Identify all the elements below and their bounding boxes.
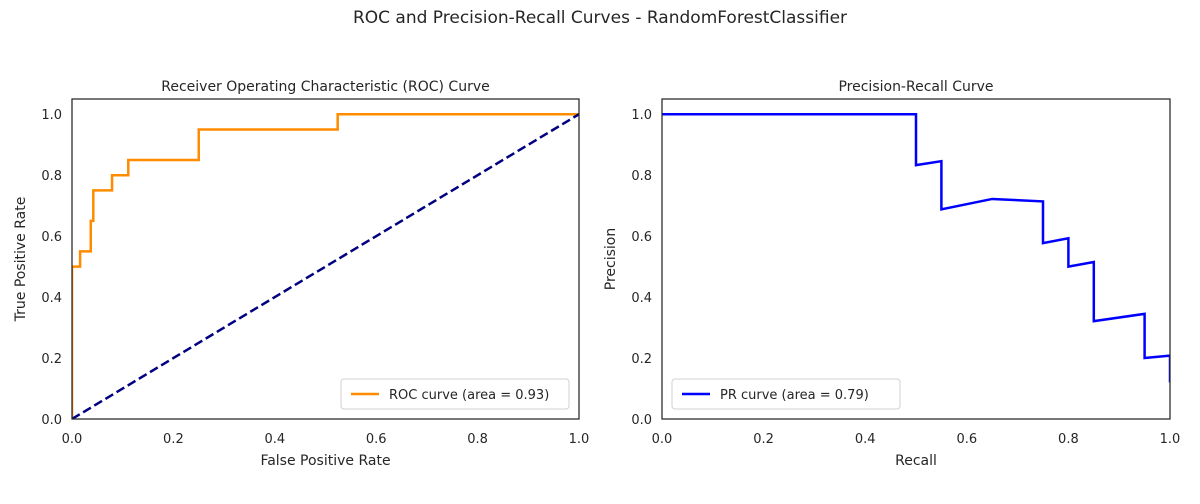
roc-ytick-label: 0.6 [41,230,62,245]
pr-xtick-label: 0.6 [956,432,977,447]
figure-suptitle: ROC and Precision-Recall Curves - Random… [353,8,847,28]
pr-axes: 0.0 0.2 0.4 0.6 0.8 1.0 0.0 0.2 0.4 0.6 0.8 1.0 Prec… [603,79,1180,469]
pr-y-axis-label: Precision [603,228,619,290]
roc-ytick-label: 0.8 [41,169,62,184]
roc-xtick-label: 0.4 [264,432,285,447]
pr-xtick-label: 0.2 [753,432,774,447]
pr-x-axis-label: Recall [895,453,937,469]
pr-series-line [662,112,1170,383]
roc-legend-box [340,378,570,410]
pr-ytick-label: 0.2 [631,352,652,367]
pr-ytick-label: 0.6 [631,230,652,245]
pr-legend-label: PR curve (area = 0.79) [720,388,869,403]
roc-ytick-label: 0.2 [41,352,62,367]
roc-ytick-label: 0.4 [41,291,62,306]
roc-xtick-label: 0.2 [163,432,184,447]
pr-ytick-label: 0.4 [631,291,652,306]
roc-xtick-label: 0.6 [366,432,387,447]
roc-axes-title: Receiver Operating Characteristic (ROC) … [161,79,490,95]
roc-ytick-label: 0.0 [41,413,62,428]
pr-axes-frame [661,98,1171,420]
pr-ytick-label: 0.0 [631,413,652,428]
roc-series-line [72,112,579,419]
pr-xtick-label: 0.8 [1058,432,1079,447]
roc-legend: ROC curve (area = 0.93) [340,378,570,410]
pr-ytick-label: 0.8 [631,169,652,184]
pr-xtick-label: 0.4 [855,432,876,447]
roc-axes: 0.0 0.2 0.4 0.6 0.8 1.0 0.0 0.2 0.4 0.6 0.8 1.0 Rece… [13,79,589,469]
roc-axes-frame [71,98,580,420]
pr-xtick-label: 0.0 [652,432,673,447]
pr-legend-box [671,378,901,410]
roc-legend-label: ROC curve (area = 0.93) [389,388,549,403]
pr-xtick-label: 1.0 [1160,432,1181,447]
pr-ytick-label: 1.0 [631,108,652,123]
roc-xtick-label: 0.8 [467,432,488,447]
roc-chance-diagonal-line [72,113,579,419]
roc-xtick-label: 0.0 [62,432,83,447]
roc-xtick-label: 1.0 [569,432,590,447]
pr-axes-title: Precision-Recall Curve [838,79,993,95]
roc-x-axis-label: False Positive Rate [260,453,390,469]
pr-legend: PR curve (area = 0.79) [671,378,901,410]
roc-ytick-label: 1.0 [41,108,62,123]
roc-y-axis-label: True Positive Rate [13,197,29,323]
